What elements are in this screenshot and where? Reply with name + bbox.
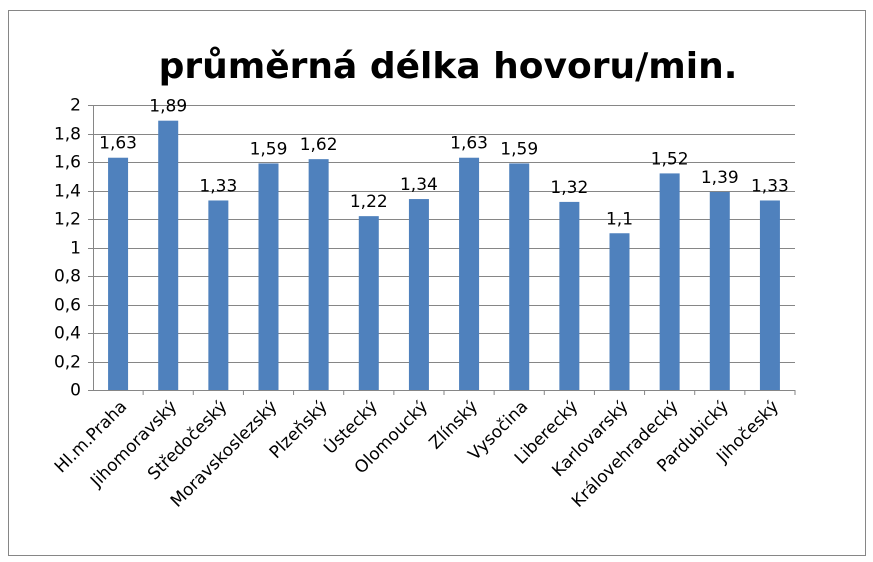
y-tick-label: 2 (70, 96, 81, 116)
bar (609, 233, 630, 390)
data-label: 1,33 (199, 176, 237, 196)
bar (208, 200, 229, 390)
data-label: 1,33 (751, 176, 789, 196)
bar (659, 173, 680, 390)
y-tick-label: 0,4 (54, 324, 81, 344)
bar (308, 159, 329, 390)
bar (709, 191, 730, 390)
bar (258, 163, 279, 390)
y-tick-label: 0,6 (54, 296, 81, 316)
y-tick-label: 1,6 (54, 153, 81, 173)
y-tick-label: 1,4 (54, 182, 81, 202)
bar (509, 163, 530, 390)
data-label: 1,52 (651, 149, 689, 169)
y-tick-label: 0,8 (54, 267, 81, 287)
data-label: 1,63 (99, 134, 137, 154)
bar (408, 199, 429, 390)
data-label: 1,32 (550, 178, 588, 198)
data-label: 1,89 (149, 97, 187, 117)
data-label: 1,59 (250, 139, 288, 159)
y-tick-label: 1,8 (54, 125, 81, 145)
chart-border (8, 10, 866, 556)
bar (759, 200, 780, 390)
data-label: 1,63 (450, 134, 488, 154)
y-tick-label: 1,2 (54, 210, 81, 230)
data-label: 1,1 (606, 209, 633, 229)
y-tick-label: 0,2 (54, 353, 81, 373)
y-tick-label: 1 (70, 239, 81, 259)
bar (108, 157, 129, 390)
bar (459, 157, 480, 390)
data-label: 1,39 (701, 168, 739, 188)
data-label: 1,22 (350, 192, 388, 212)
bar (358, 216, 379, 390)
bar (158, 120, 179, 391)
data-label: 1,62 (300, 135, 338, 155)
data-label: 1,59 (500, 139, 538, 159)
y-tick-label: 0 (70, 381, 81, 401)
data-label: 1,34 (400, 175, 438, 195)
chart-title: průměrná délka hovoru/min. (159, 46, 738, 87)
bar (559, 201, 580, 390)
